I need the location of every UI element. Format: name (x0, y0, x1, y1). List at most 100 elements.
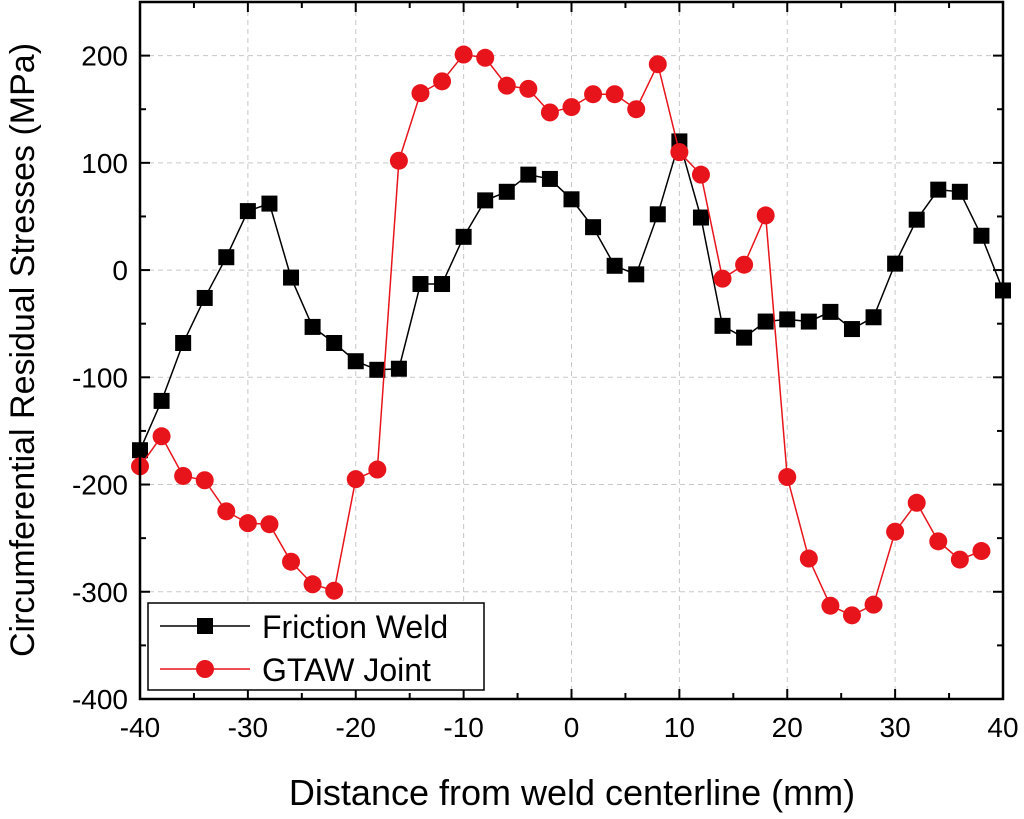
x-tick-label: 40 (987, 712, 1018, 743)
y-tick-label: 0 (112, 255, 128, 286)
x-tick-label: -20 (336, 712, 376, 743)
data-point (238, 514, 257, 533)
data-point (842, 606, 861, 625)
data-point (886, 522, 905, 541)
data-point (756, 206, 775, 225)
data-point (477, 192, 494, 209)
legend-marker (196, 660, 214, 678)
series-gtaw-joint (131, 45, 991, 625)
data-point (670, 143, 689, 162)
x-tick-label: -40 (120, 712, 160, 743)
data-point (260, 515, 279, 534)
data-point (605, 85, 624, 104)
data-point (153, 392, 170, 409)
data-point (800, 313, 817, 330)
legend-label: Friction Weld (262, 609, 448, 645)
ticks: -40 -30 -20 -10 0 10 20 30 40-400-300-200-100010… (72, 1, 1019, 743)
data-point (304, 318, 321, 335)
data-point (390, 360, 407, 377)
y-tick-label: -200 (72, 470, 128, 501)
series-line (139, 138, 1004, 451)
data-point (821, 596, 840, 615)
data-point (325, 581, 344, 600)
data-point (283, 269, 300, 286)
data-point (648, 55, 667, 74)
y-tick-label: 200 (81, 41, 128, 72)
data-point (454, 45, 473, 64)
data-point (540, 103, 559, 122)
data-point (627, 100, 646, 119)
data-point (714, 317, 731, 334)
data-point (455, 228, 472, 245)
x-axis-label: Distance from weld centerline (mm) (289, 772, 855, 813)
x-tick-label: -30 (228, 712, 268, 743)
data-point (389, 151, 408, 170)
data-point (346, 470, 365, 489)
legend-label: GTAW Joint (262, 652, 431, 688)
data-point (476, 48, 495, 67)
data-point (217, 502, 236, 521)
grid (140, 2, 1003, 699)
y-tick-label: 100 (81, 148, 128, 179)
data-point (368, 460, 387, 479)
data-point (261, 195, 278, 212)
data-point (692, 209, 709, 226)
y-tick-label: -300 (72, 577, 128, 608)
data-point (736, 329, 753, 346)
data-point (303, 575, 322, 594)
data-point (563, 191, 580, 208)
data-point (843, 321, 860, 338)
x-tick-label: 10 (664, 712, 695, 743)
data-point (628, 266, 645, 283)
data-point (972, 542, 991, 561)
data-point (930, 181, 947, 198)
data-point (691, 165, 710, 184)
data-point (864, 595, 883, 614)
series-line (139, 53, 982, 617)
data-point (649, 206, 666, 223)
data-point (433, 72, 452, 91)
data-point (584, 85, 603, 104)
data-point (282, 552, 301, 571)
data-point (907, 493, 926, 512)
data-point (411, 84, 430, 103)
x-tick-label: 30 (880, 712, 911, 743)
legend: Friction Weld GTAW Joint (147, 602, 485, 691)
legend-marker (197, 618, 213, 634)
data-point (562, 98, 581, 117)
data-point (908, 211, 925, 228)
x-tick-label: 20 (772, 712, 803, 743)
data-point (973, 227, 990, 244)
y-tick-label: -400 (72, 684, 128, 715)
data-point (757, 313, 774, 330)
data-point (951, 183, 968, 200)
data-point (347, 353, 364, 370)
y-tick-label: -100 (72, 362, 128, 393)
data-point (585, 219, 602, 236)
data-point (497, 76, 516, 95)
data-point (713, 269, 732, 288)
x-tick-label: 0 (564, 712, 580, 743)
data-point (218, 249, 235, 266)
data-point (606, 257, 623, 274)
data-point (735, 255, 754, 274)
data-point (196, 289, 213, 306)
data-point (152, 427, 171, 446)
data-point (174, 466, 193, 485)
data-point (175, 334, 192, 351)
data-point (799, 549, 818, 568)
series-layer (131, 45, 1011, 625)
series-friction-weld (132, 133, 1011, 459)
data-point (239, 203, 256, 220)
data-point (865, 309, 882, 326)
data-point (519, 79, 538, 98)
y-axis-label: Circumferential Residual Stresses (MPa) (4, 43, 42, 657)
data-point (434, 276, 451, 293)
data-point (779, 311, 796, 328)
data-point (520, 166, 537, 183)
data-point (369, 361, 386, 378)
data-point (950, 550, 969, 569)
data-point (498, 183, 515, 200)
data-point (929, 532, 948, 551)
